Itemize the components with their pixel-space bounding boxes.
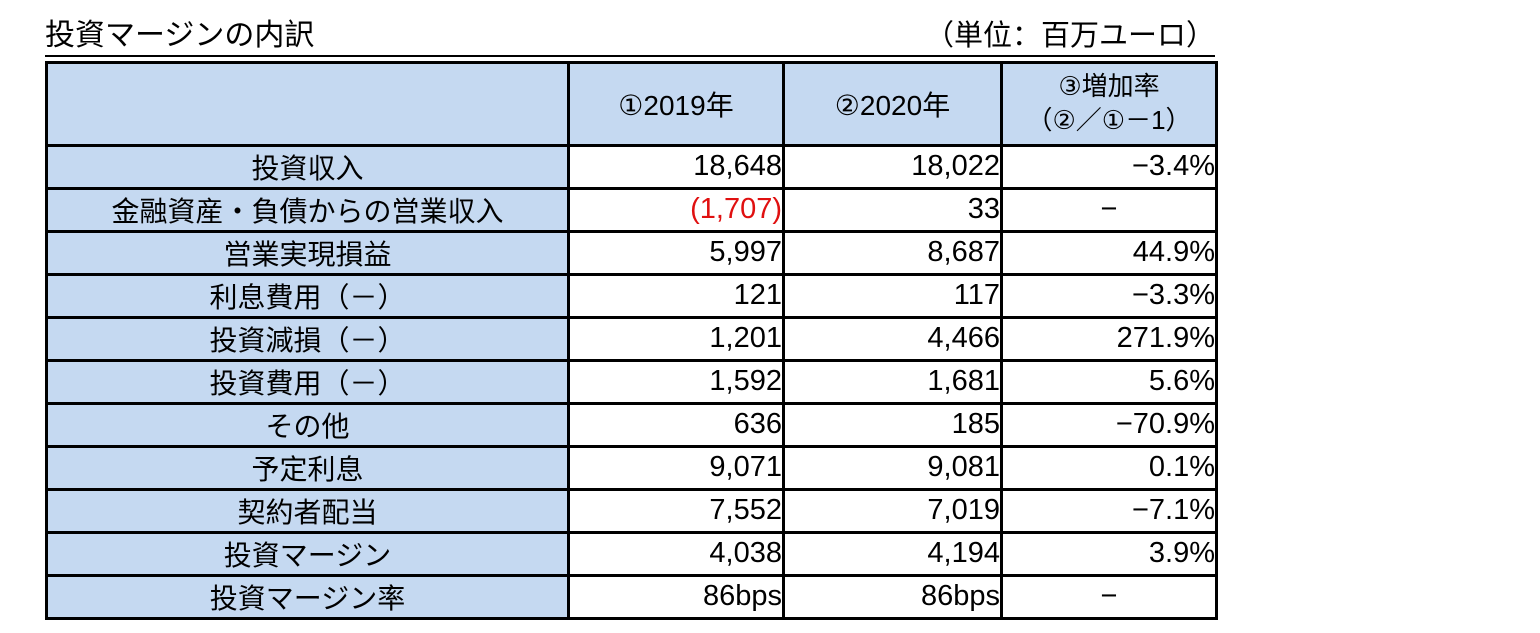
investment-margin-figure: 投資マージンの内訳 （単位：百万ユーロ） ①2019年 ②2020年 ③増加率 … — [45, 20, 1218, 620]
row-label-cell: 金融資産・負債からの営業収入 — [45, 186, 570, 233]
header-rate-line1: ③増加率 — [1058, 70, 1160, 101]
unit-label: （単位：百万ユーロ） — [924, 20, 1215, 53]
row-label-cell: 投資収入 — [45, 143, 570, 190]
rate-cell: 44.9% — [1000, 229, 1218, 276]
value-2019-cell: 1,201 — [567, 315, 785, 362]
row-label-cell: 投資マージン率 — [45, 573, 570, 620]
row-label-cell: 投資マージン — [45, 530, 570, 577]
table-row: 営業実現損益 5,997 8,687 44.9% — [45, 229, 1218, 276]
value-2019-cell: 18,648 — [567, 143, 785, 190]
value-2020-cell: 18,022 — [782, 143, 1003, 190]
value-2020-cell: 9,081 — [782, 444, 1003, 491]
row-label-cell: 契約者配当 — [45, 487, 570, 534]
row-label-cell: 投資費用（－） — [45, 358, 570, 405]
value-2019-cell: 7,552 — [567, 487, 785, 534]
value-2019-cell: 636 — [567, 401, 785, 448]
rate-cell: 3.9% — [1000, 530, 1218, 577]
row-label-cell: 利息費用（－） — [45, 272, 570, 319]
header-rate-cell: ③増加率 （②／①－1） — [1000, 60, 1218, 147]
header-row: ①2019年 ②2020年 ③増加率 （②／①－1） — [45, 60, 1218, 147]
rate-cell: −7.1% — [1000, 487, 1218, 534]
value-2019-cell: 9,071 — [567, 444, 785, 491]
value-2019-cell: 5,997 — [567, 229, 785, 276]
value-2019-cell: 4,038 — [567, 530, 785, 577]
rate-cell: 5.6% — [1000, 358, 1218, 405]
value-2019-cell: 121 — [567, 272, 785, 319]
header-2020-cell: ②2020年 — [782, 60, 1003, 147]
value-2020-cell: 117 — [782, 272, 1003, 319]
table-row: 投資マージン 4,038 4,194 3.9% — [45, 530, 1218, 577]
value-2020-cell: 8,687 — [782, 229, 1003, 276]
row-label-cell: 予定利息 — [45, 444, 570, 491]
value-2019-cell: 1,592 — [567, 358, 785, 405]
table-row: 投資減損（－） 1,201 4,466 271.9% — [45, 315, 1218, 362]
table-row: その他 636 185 −70.9% — [45, 401, 1218, 448]
table-row: 金融資産・負債からの営業収入 (1,707) 33 − — [45, 186, 1218, 233]
value-2019-cell: (1,707) — [567, 186, 785, 233]
table-row: 利息費用（－） 121 117 −3.3% — [45, 272, 1218, 319]
header-2019-cell: ①2019年 — [567, 60, 785, 147]
table-row: 投資マージン率 86bps 86bps − — [45, 573, 1218, 620]
rate-cell: − — [1000, 186, 1218, 233]
header-rate-line2: （②／①－1） — [1026, 104, 1192, 135]
caption-row: 投資マージンの内訳 （単位：百万ユーロ） — [45, 20, 1215, 57]
header-item-cell — [45, 60, 570, 147]
value-2019-cell: 86bps — [567, 573, 785, 620]
value-2020-cell: 7,019 — [782, 487, 1003, 534]
rate-cell: 271.9% — [1000, 315, 1218, 362]
table-title: 投資マージンの内訳 — [45, 19, 315, 52]
value-2020-cell: 4,194 — [782, 530, 1003, 577]
rate-cell: −3.3% — [1000, 272, 1218, 319]
row-label-cell: その他 — [45, 401, 570, 448]
rate-cell: 0.1% — [1000, 444, 1218, 491]
value-2020-cell: 185 — [782, 401, 1003, 448]
table-row: 契約者配当 7,552 7,019 −7.1% — [45, 487, 1218, 534]
table-row: 予定利息 9,071 9,081 0.1% — [45, 444, 1218, 491]
value-2020-cell: 86bps — [782, 573, 1003, 620]
investment-margin-table: ①2019年 ②2020年 ③増加率 （②／①－1） 投資収入 18,648 1… — [45, 60, 1218, 620]
row-label-cell: 投資減損（－） — [45, 315, 570, 362]
rate-cell: −70.9% — [1000, 401, 1218, 448]
value-2020-cell: 1,681 — [782, 358, 1003, 405]
value-2020-cell: 4,466 — [782, 315, 1003, 362]
table-row: 投資収入 18,648 18,022 −3.4% — [45, 143, 1218, 190]
value-2020-cell: 33 — [782, 186, 1003, 233]
row-label-cell: 営業実現損益 — [45, 229, 570, 276]
rate-cell: − — [1000, 573, 1218, 620]
table-row: 投資費用（－） 1,592 1,681 5.6% — [45, 358, 1218, 405]
rate-cell: −3.4% — [1000, 143, 1218, 190]
